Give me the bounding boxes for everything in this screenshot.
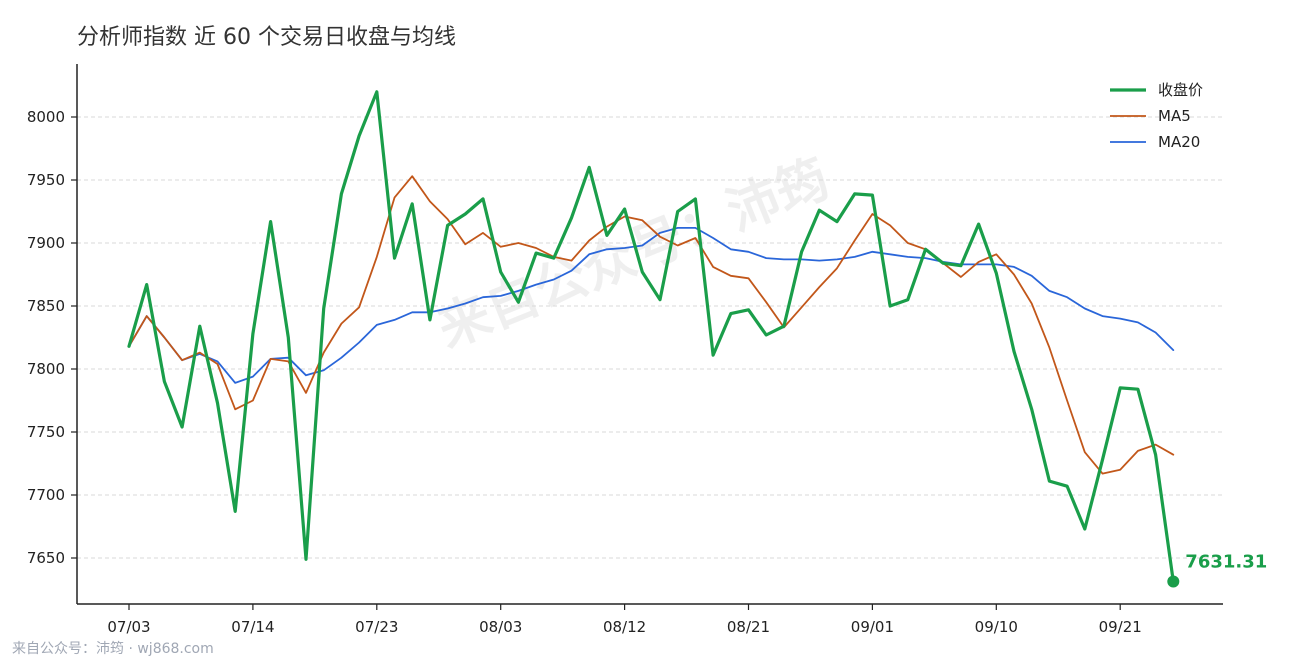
series-line-MA20 [128, 226, 1175, 384]
y-tick-label: 7750 [27, 423, 65, 441]
legend: 收盘价 MA5 MA20 [1110, 81, 1203, 151]
series-line-MA5 [128, 175, 1175, 475]
x-tick-label: 09/10 [975, 618, 1018, 636]
x-tick-label: 09/01 [851, 618, 894, 636]
y-tick-label: 7850 [27, 297, 65, 315]
x-tick-label: 08/21 [727, 618, 770, 636]
chart-title: 分析师指数 近 60 个交易日收盘与均线 [77, 25, 456, 50]
y-axis-ticks: 7650 7700 7750 7800 7850 7900 7950 8000 [27, 108, 77, 567]
y-tick-label: 7700 [27, 486, 65, 504]
x-tick-label: 09/21 [1099, 618, 1142, 636]
y-tick-label: 7800 [27, 360, 65, 378]
series-lines [127, 90, 1175, 584]
x-tick-label: 08/03 [479, 618, 522, 636]
legend-label: MA20 [1158, 133, 1200, 151]
x-axis-ticks: 07/03 07/14 07/23 08/03 08/12 08/21 09/01 09/10… [107, 604, 1142, 636]
legend-label: MA5 [1158, 107, 1191, 125]
last-value-label: 7631.31 [1185, 552, 1267, 573]
last-point-marker [1167, 575, 1180, 588]
y-tick-label: 8000 [27, 108, 65, 126]
x-tick-label: 08/12 [603, 618, 646, 636]
y-tick-label: 7950 [27, 171, 65, 189]
x-tick-label: 07/14 [231, 618, 274, 636]
y-tick-label: 7650 [27, 549, 65, 567]
x-tick-label: 07/23 [355, 618, 398, 636]
y-tick-label: 7900 [27, 234, 65, 252]
grid-lines [77, 116, 1223, 559]
x-tick-label: 07/03 [107, 618, 150, 636]
series-line-收盘价 [127, 90, 1175, 584]
footer-source: 来自公众号：沛筠 · wj868.com [12, 641, 214, 657]
legend-label: 收盘价 [1158, 81, 1203, 99]
